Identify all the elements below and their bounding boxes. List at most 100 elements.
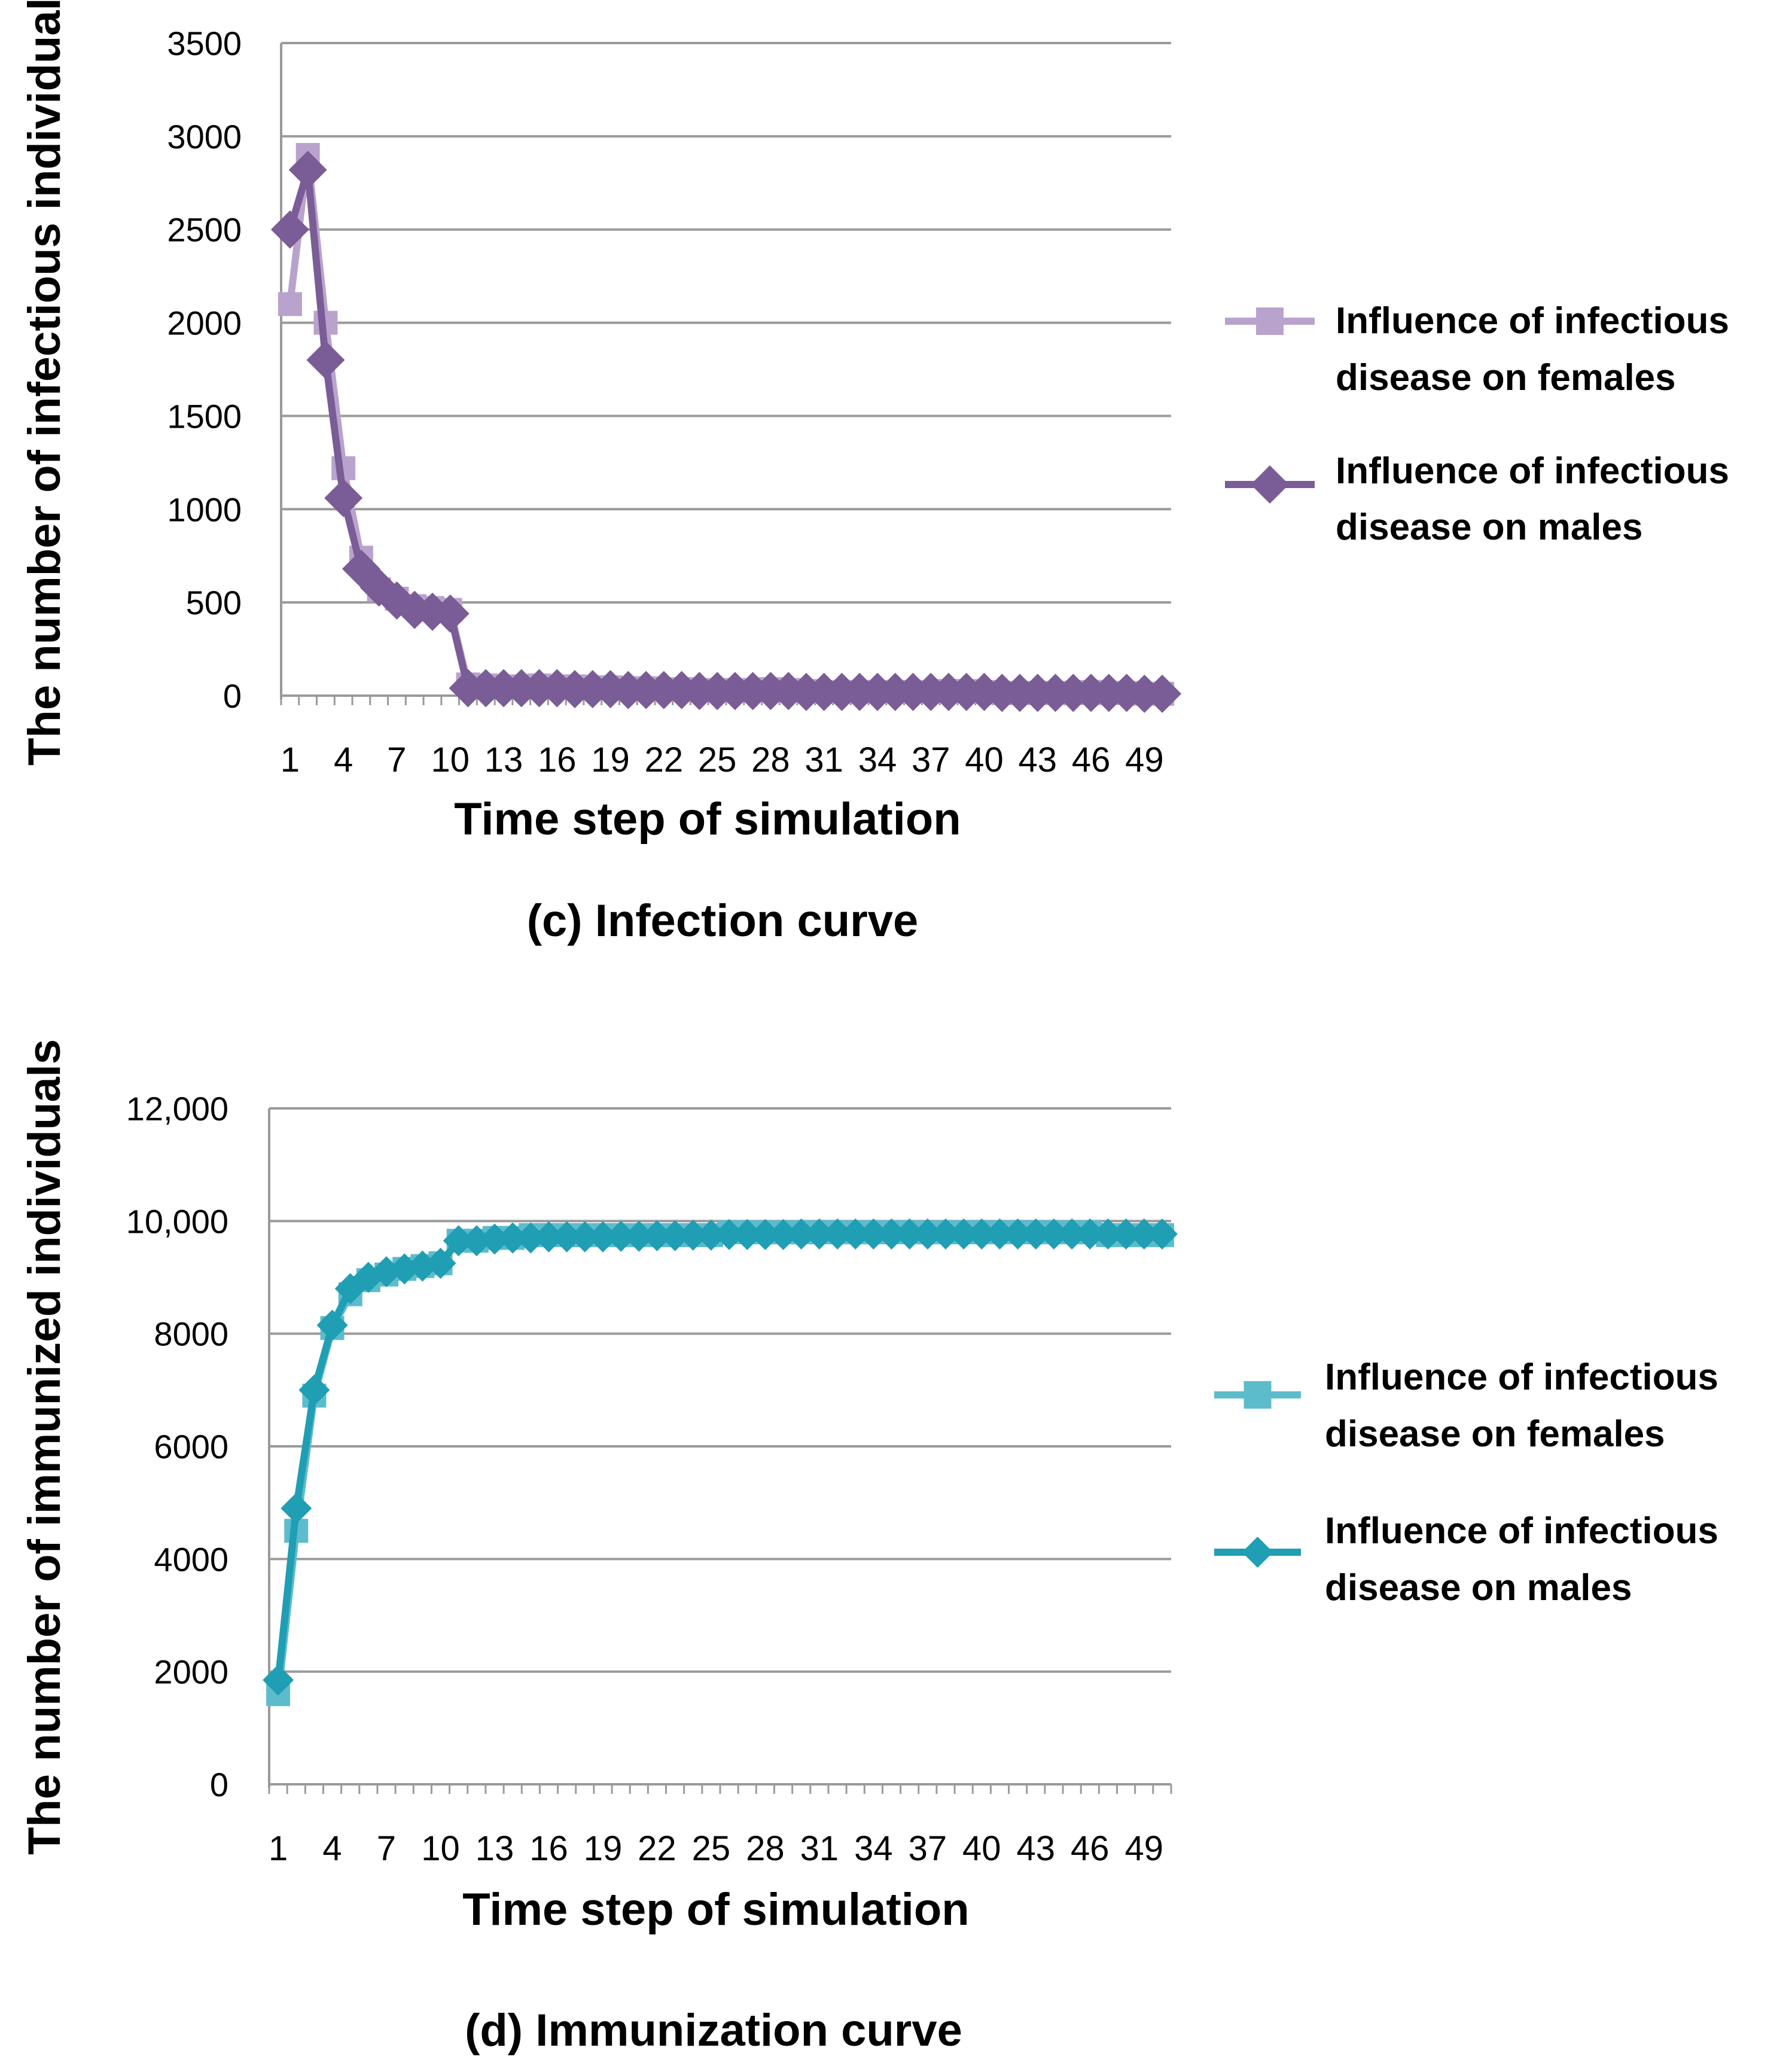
data-point-diamond <box>785 1218 817 1250</box>
x-tick-label: 34 <box>854 1829 893 1868</box>
x-tick-label: 7 <box>377 1829 396 1868</box>
x-tick-label: 37 <box>909 1829 947 1868</box>
data-point-diamond <box>281 1492 312 1524</box>
x-tick-label: 4 <box>334 741 353 779</box>
x-tick-label: 46 <box>1072 741 1111 779</box>
x-tick-label: 25 <box>698 741 737 779</box>
y-tick-label: 500 <box>186 584 242 621</box>
chart-caption: (c) Infection curve <box>527 895 919 946</box>
x-tick-label: 10 <box>421 1829 460 1868</box>
x-tick-label: 40 <box>962 1829 1001 1868</box>
data-point-diamond <box>822 1218 854 1250</box>
data-point-diamond <box>443 1225 474 1257</box>
legend-marker-diamond <box>1242 1537 1273 1568</box>
data-point-diamond <box>605 1220 637 1252</box>
data-point-diamond <box>1002 1218 1034 1250</box>
y-tick-label: 4000 <box>154 1540 228 1578</box>
data-point-diamond <box>515 1222 547 1254</box>
x-tick-label: 19 <box>584 1829 623 1868</box>
data-point-diamond <box>695 1219 727 1251</box>
data-point-diamond <box>425 1247 456 1279</box>
data-point-diamond <box>641 1220 673 1251</box>
y-tick-label: 0 <box>223 677 242 715</box>
data-point-diamond <box>298 1374 330 1406</box>
data-point-diamond <box>569 1221 601 1253</box>
legend-label: disease on females <box>1336 357 1676 398</box>
x-tick-label: 19 <box>591 741 630 779</box>
x-tick-label: 1 <box>269 1829 288 1868</box>
x-tick-label: 49 <box>1125 1829 1164 1868</box>
x-axis-title: Time step of simulation <box>462 1884 969 1935</box>
data-point-diamond <box>1128 1218 1160 1250</box>
x-tick-label: 34 <box>858 741 897 779</box>
legend-marker-square <box>1244 1381 1272 1409</box>
data-point-diamond <box>659 1220 691 1251</box>
data-point-diamond <box>677 1219 709 1251</box>
data-point-diamond <box>288 150 327 189</box>
data-point-diamond <box>894 1218 925 1250</box>
x-tick-label: 37 <box>912 741 950 779</box>
x-tick-label: 28 <box>751 741 790 779</box>
y-tick-label: 1000 <box>167 490 242 528</box>
data-point-diamond <box>803 1218 835 1250</box>
data-point-diamond <box>714 1218 745 1250</box>
y-tick-label: 2000 <box>154 1653 228 1691</box>
x-tick-label: 43 <box>1019 741 1057 779</box>
data-point-diamond <box>270 210 309 249</box>
legend-label: disease on males <box>1325 1567 1632 1608</box>
legend-label: disease on males <box>1336 507 1643 548</box>
data-point-diamond <box>1110 1218 1142 1250</box>
data-point-diamond <box>316 1309 348 1341</box>
data-point-diamond <box>767 1218 799 1250</box>
chart-caption: (d) Immunization curve <box>465 2005 962 2056</box>
data-point-diamond <box>324 479 363 517</box>
x-tick-label: 43 <box>1017 1829 1056 1868</box>
x-tick-label: 13 <box>484 741 523 779</box>
y-tick-label: 0 <box>210 1766 228 1803</box>
legend-marker-square <box>1256 307 1284 335</box>
data-point-diamond <box>263 1664 294 1696</box>
x-tick-label: 22 <box>645 741 684 779</box>
data-point-diamond <box>479 1223 510 1255</box>
series-line <box>275 1230 1162 1681</box>
x-tick-label: 1 <box>281 741 300 779</box>
x-tick-label: 22 <box>638 1829 676 1868</box>
y-tick-label: 12,000 <box>126 1090 228 1128</box>
data-point-diamond <box>1038 1218 1069 1250</box>
immunization-chart: 0 2000 4000 6000 8000 10,000 12,000 1 4 7 10 13 16 19… <box>19 1039 1718 2056</box>
legend-label: Influence of infectious <box>1336 300 1729 342</box>
data-point-diamond <box>1020 1218 1052 1250</box>
data-point-diamond <box>623 1220 655 1252</box>
y-tick-label: 1500 <box>167 397 242 435</box>
x-tick-label: 28 <box>746 1829 785 1868</box>
data-point-diamond <box>984 1218 1016 1250</box>
data-point-diamond <box>876 1218 907 1250</box>
data-point-diamond <box>497 1222 529 1254</box>
data-point-diamond <box>1056 1218 1088 1250</box>
x-tick-label: 49 <box>1125 741 1164 779</box>
data-point-diamond <box>587 1221 618 1253</box>
data-point-diamond <box>840 1218 871 1250</box>
x-tick-label: 25 <box>692 1829 731 1868</box>
x-tick-label: 16 <box>538 741 577 779</box>
x-tick-label: 7 <box>387 741 406 779</box>
data-point-diamond <box>912 1218 943 1250</box>
x-tick-label: 16 <box>529 1829 568 1868</box>
data-point-diamond <box>1146 1218 1178 1250</box>
data-point-diamond <box>948 1218 980 1250</box>
data-point-diamond <box>461 1225 492 1257</box>
y-axis-title: The number of infectious individuals <box>19 0 70 766</box>
data-point-diamond <box>858 1218 889 1250</box>
x-tick-label: 46 <box>1071 1829 1110 1868</box>
data-point-diamond <box>966 1218 998 1250</box>
legend-marker-diamond <box>1251 465 1289 504</box>
data-point-diamond <box>930 1218 961 1250</box>
x-tick-label: 13 <box>476 1829 514 1868</box>
y-tick-label: 10,000 <box>126 1202 228 1240</box>
data-point-diamond <box>749 1218 781 1250</box>
x-tick-label: 40 <box>965 741 1004 779</box>
data-point-diamond <box>377 581 416 620</box>
x-tick-label: 10 <box>431 741 470 779</box>
infection-chart: 0 500 1000 1500 2000 2500 3000 3500 1 4 7 10 13 16 19 2… <box>19 0 1729 946</box>
